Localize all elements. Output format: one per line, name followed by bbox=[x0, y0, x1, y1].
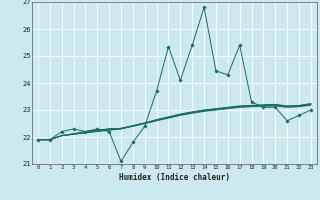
X-axis label: Humidex (Indice chaleur): Humidex (Indice chaleur) bbox=[119, 173, 230, 182]
